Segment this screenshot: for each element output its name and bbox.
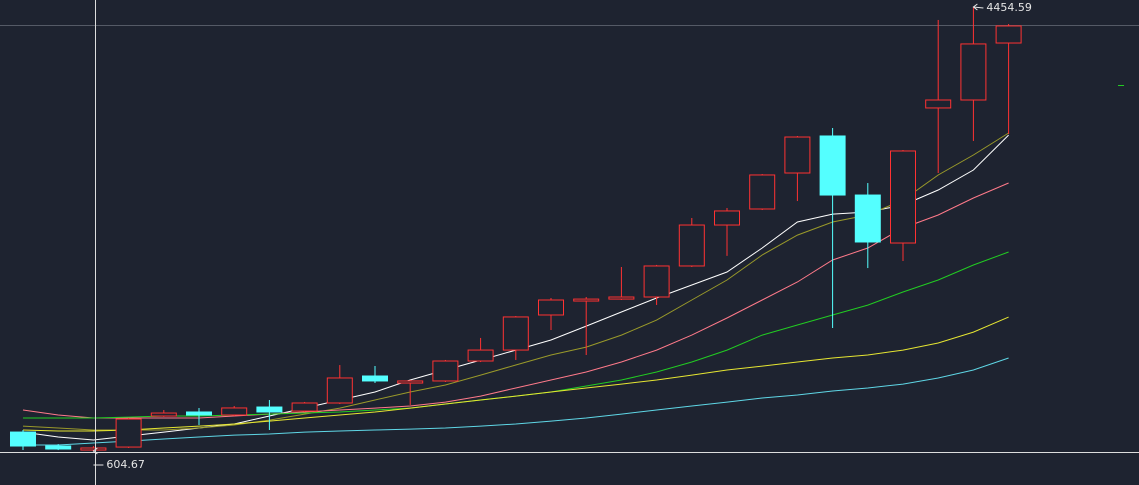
candle-body [502, 316, 529, 351]
candle-body [784, 136, 811, 174]
candle-body [432, 360, 459, 382]
candle-body [397, 380, 424, 384]
annotation-arrow [92, 447, 98, 455]
candle-body [714, 210, 740, 226]
candle-body [115, 418, 142, 448]
candle-body [573, 298, 600, 302]
ma-line [23, 357, 1009, 446]
candle-body [678, 224, 705, 267]
candle-body [890, 150, 916, 244]
annotation-label: 604.67 [106, 458, 144, 471]
ma-line [22, 134, 1009, 441]
candle-body [960, 43, 987, 101]
candle-body [80, 447, 107, 451]
candle-body [45, 445, 72, 450]
ma-line [22, 316, 1009, 432]
ma-line [22, 132, 1009, 431]
candle-body [256, 406, 283, 413]
candle-body [150, 412, 177, 417]
candle-body [221, 407, 248, 416]
annotation-leader [973, 6, 984, 9]
candle-body [362, 375, 388, 382]
candle-body [467, 349, 494, 362]
candle-body [186, 411, 212, 416]
candle-body [10, 431, 36, 447]
candle-body [326, 377, 353, 404]
candle-body [819, 135, 846, 196]
candle-body [854, 194, 881, 243]
candle-body [995, 25, 1022, 44]
candle-body [608, 296, 635, 300]
ma-line [22, 182, 1009, 419]
candle-body [925, 99, 952, 109]
candle-body [749, 174, 776, 210]
candle-body [291, 402, 318, 412]
annotation-label: 4454.59 [986, 1, 1032, 14]
candle-body [538, 299, 564, 316]
candle-body [643, 265, 670, 298]
